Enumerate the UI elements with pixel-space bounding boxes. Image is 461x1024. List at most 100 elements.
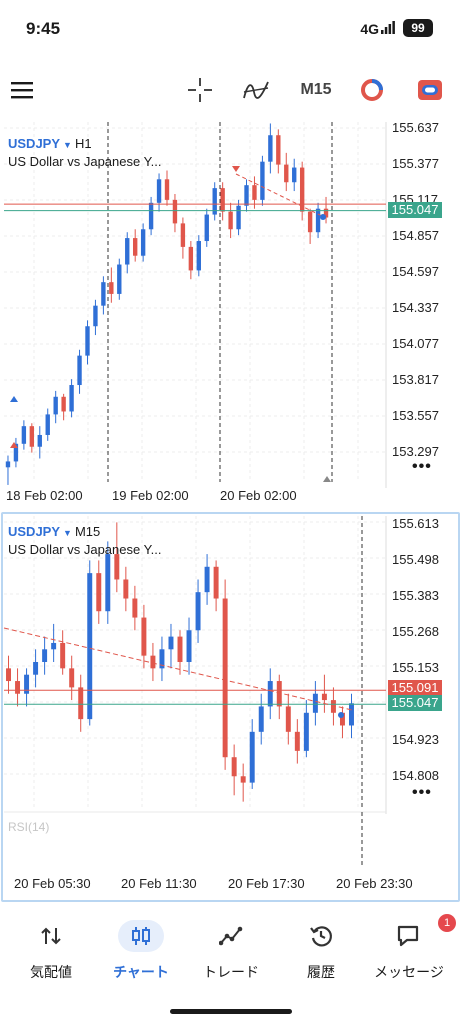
symbol-label[interactable]: USDJPY ▼ M15 [8, 524, 101, 539]
symbol-description: US Dollar vs Japanese Y... [8, 154, 162, 169]
candle [78, 687, 84, 720]
candle [231, 757, 237, 777]
candle [220, 188, 225, 212]
symbol-label[interactable]: USDJPY ▼ H1 [8, 136, 92, 151]
candle [61, 396, 66, 412]
position-marker [320, 214, 326, 220]
trade-icon [208, 920, 254, 952]
candle [268, 135, 273, 162]
nav-quotes[interactable]: 気配値 [6, 920, 96, 990]
sell-marker [10, 442, 18, 448]
h1-candles-canvas[interactable] [0, 118, 461, 510]
candle [85, 326, 90, 356]
candle [105, 554, 111, 612]
candle [77, 355, 82, 386]
nav-label: 履歴 [307, 964, 335, 980]
candle [323, 208, 329, 218]
candle [315, 208, 321, 233]
candle [349, 703, 354, 726]
candle [37, 434, 42, 447]
hamburger-icon[interactable] [6, 74, 38, 106]
candle [148, 202, 154, 230]
m15-chart[interactable]: USDJPY ▼ M15 US Dollar vs Japanese Y... 15… [0, 512, 461, 904]
status-bar: 9:45 4G 99 [0, 0, 461, 58]
symbol-description: US Dollar vs Japanese Y... [8, 542, 162, 557]
candle [172, 199, 178, 224]
nav-label: メッセージ [374, 964, 444, 980]
candle [164, 179, 170, 200]
timeframe-button[interactable]: M15 [300, 81, 332, 98]
candle [60, 642, 66, 669]
battery-icon: 99 [403, 19, 433, 37]
candle [294, 731, 300, 751]
bid-price-tag: 155.047 [388, 202, 442, 218]
candle [180, 223, 186, 247]
candle [244, 185, 249, 206]
candle [307, 211, 313, 233]
candle [196, 241, 201, 271]
caret-down-icon: ▼ [63, 140, 72, 150]
candle [258, 706, 264, 732]
rsi-indicator-label[interactable]: RSI(14) [8, 820, 50, 834]
sell-marker [232, 166, 240, 172]
candle [109, 282, 114, 294]
candle [140, 229, 146, 256]
position-marker [338, 712, 344, 718]
candle [312, 693, 318, 713]
price-label: 154.337 [392, 300, 439, 315]
current-bar-marker [323, 476, 331, 482]
price-label: 153.557 [392, 408, 439, 423]
candle [29, 426, 35, 447]
more-icon[interactable]: ••• [412, 458, 432, 475]
price-label: 154.597 [392, 264, 439, 279]
bid-price-tag: 155.047 [388, 695, 442, 711]
nav-chart[interactable]: チャート [96, 920, 186, 990]
candle [236, 205, 241, 230]
price-label: 153.817 [392, 372, 439, 387]
candle [6, 668, 11, 682]
candle [133, 238, 138, 256]
price-label: 155.377 [392, 156, 439, 171]
candle [69, 668, 75, 688]
time-label: 18 Feb 02:00 [6, 488, 83, 503]
quotes-icon [28, 920, 74, 952]
caret-down-icon: ▼ [63, 528, 72, 538]
candle [204, 566, 210, 593]
candle [213, 566, 219, 599]
candle [42, 649, 48, 662]
candle [285, 706, 291, 732]
nav-label: チャート [113, 964, 169, 980]
crosshair-icon[interactable] [184, 74, 216, 106]
toggle-icon[interactable] [414, 74, 446, 106]
signal-icon [381, 21, 395, 34]
candle [195, 592, 201, 631]
nav-messages[interactable]: 1 メッセージ [364, 914, 456, 990]
price-label: 155.637 [392, 120, 439, 135]
price-label: 155.153 [392, 660, 439, 675]
candle [114, 554, 120, 580]
candle [276, 681, 282, 707]
nav-label: トレード [203, 964, 259, 980]
donut-icon[interactable] [356, 74, 388, 106]
network-type: 4G [360, 21, 379, 37]
indicator-icon[interactable] [240, 74, 272, 106]
candle [87, 573, 93, 720]
candle [156, 179, 162, 203]
nav-history[interactable]: 履歴 [276, 920, 366, 990]
candle [212, 188, 217, 215]
nav-trade[interactable]: トレード [186, 920, 276, 990]
h1-chart[interactable]: USDJPY ▼ H1 US Dollar vs Japanese Y... 155… [0, 118, 461, 510]
trend-line [3, 627, 353, 711]
candle [260, 161, 265, 200]
candle [186, 630, 192, 662]
candle [252, 185, 257, 200]
more-icon[interactable]: ••• [412, 784, 432, 801]
chart-toolbar: M15 [0, 68, 461, 112]
m15-candles-canvas[interactable] [0, 512, 461, 904]
candle [292, 167, 297, 183]
bottom-navigation: 気配値 チャート トレード 履歴 1 メッセージ [0, 912, 461, 992]
candle [303, 712, 309, 751]
candle [51, 642, 57, 650]
price-label: 154.857 [392, 228, 439, 243]
buy-marker [10, 396, 18, 402]
